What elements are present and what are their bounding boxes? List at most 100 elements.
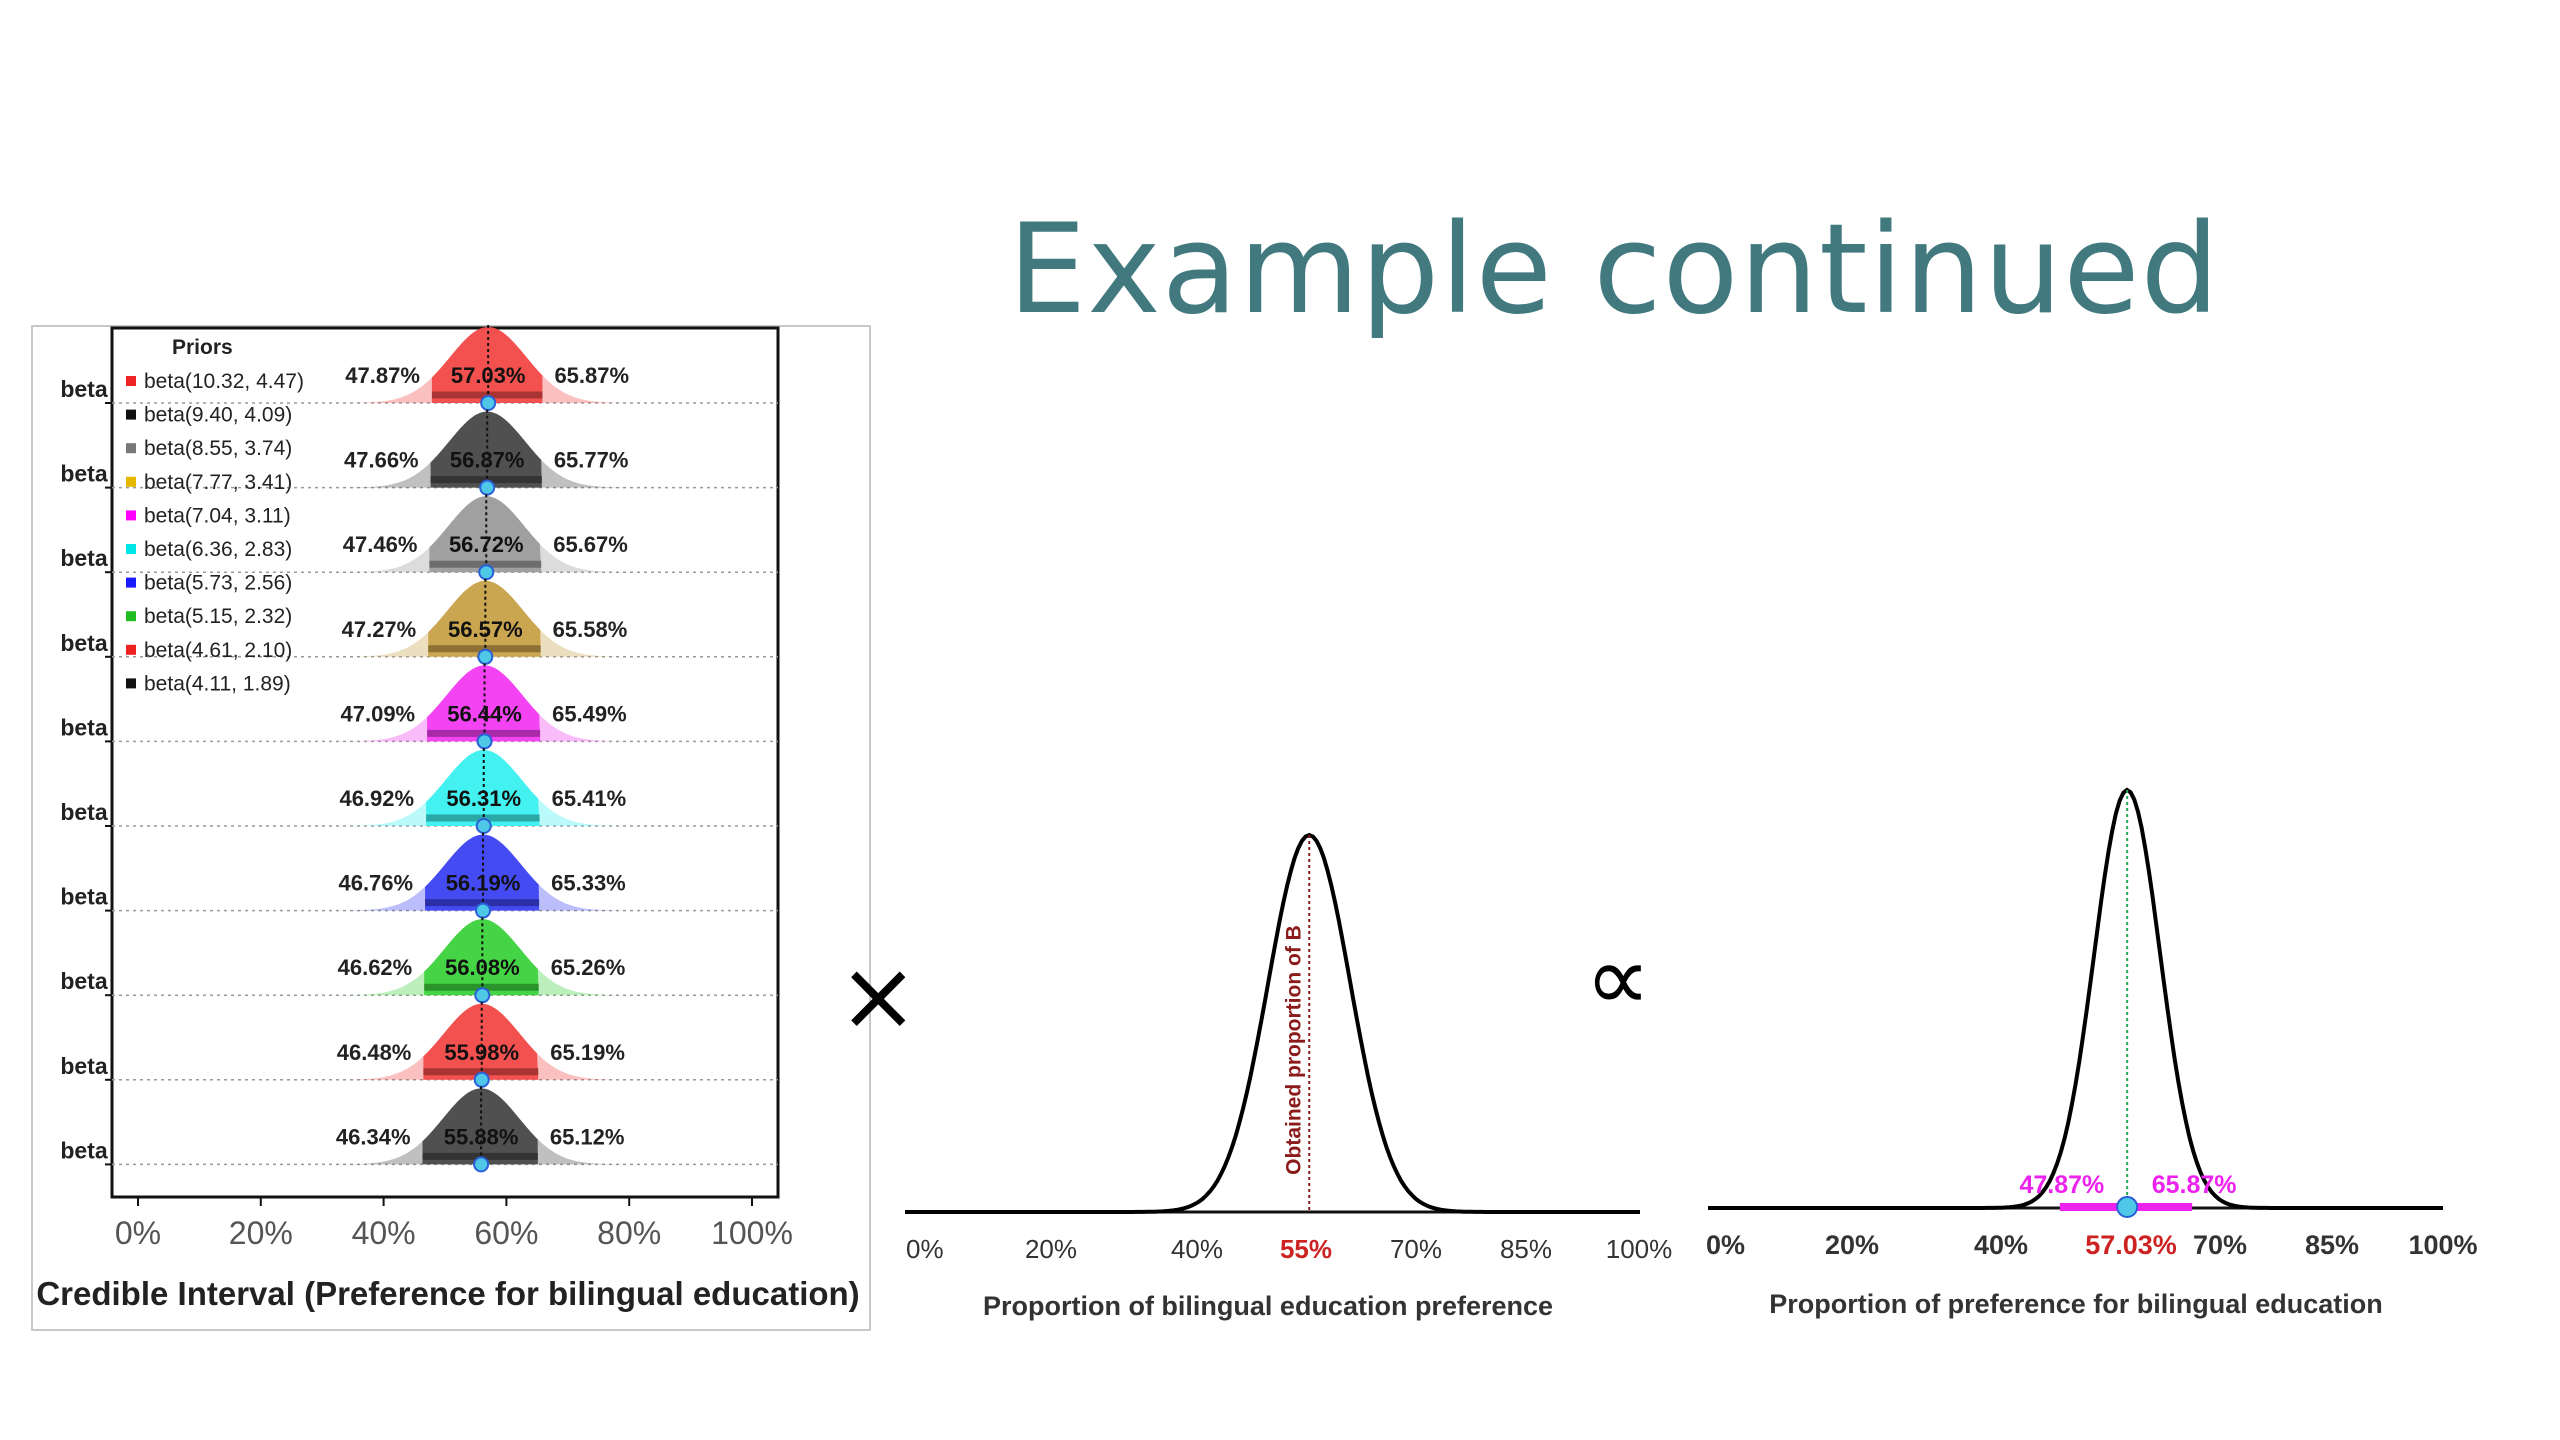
interval-upper-label: 65.87% bbox=[2152, 1171, 2237, 1199]
x-axis-title: Credible Interval (Preference for biling… bbox=[36, 1275, 859, 1312]
legend-entry: beta(5.15, 2.32) bbox=[144, 605, 292, 628]
upper-bound-label: 65.19% bbox=[550, 1040, 625, 1065]
x-axis-title: Proportion of preference for bilingual e… bbox=[1769, 1289, 2383, 1319]
x-tick-label: 60% bbox=[474, 1215, 538, 1251]
x-tick-label: 80% bbox=[597, 1215, 661, 1251]
lower-bound-label: 47.66% bbox=[344, 448, 419, 473]
legend-swatch bbox=[126, 476, 136, 487]
x-tick-label: 70% bbox=[1390, 1234, 1442, 1264]
legend-entry: beta(7.04, 3.11) bbox=[144, 504, 291, 527]
x-tick-label: 70% bbox=[2193, 1230, 2247, 1260]
density-interval bbox=[429, 496, 542, 573]
upper-bound-label: 65.12% bbox=[550, 1124, 625, 1149]
upper-bound-label: 65.26% bbox=[551, 955, 626, 980]
legend-swatch bbox=[126, 409, 136, 420]
mean-point bbox=[474, 987, 491, 1004]
upper-bound-label: 65.33% bbox=[551, 871, 626, 896]
mean-point bbox=[479, 479, 496, 496]
lower-bound-label: 46.34% bbox=[336, 1124, 411, 1149]
upper-bound-label: 65.41% bbox=[552, 786, 627, 811]
density-interval bbox=[426, 750, 540, 826]
legend-swatch bbox=[126, 510, 136, 521]
legend-entry: beta(4.61, 2.10) bbox=[144, 639, 292, 662]
mean-label: 56.31% bbox=[446, 786, 521, 811]
lower-bound-label: 46.48% bbox=[337, 1040, 412, 1065]
row-label: beta bbox=[60, 545, 108, 571]
legend-swatch bbox=[126, 544, 136, 554]
mean-label: 56.44% bbox=[447, 701, 522, 726]
upper-bound-label: 65.87% bbox=[554, 363, 629, 388]
legend-swatch bbox=[126, 443, 136, 454]
density-interval bbox=[425, 834, 540, 911]
slide-title: Example continued bbox=[1008, 198, 2221, 342]
row-label: beta bbox=[60, 376, 108, 402]
legend-entry: beta(9.40, 4.09) bbox=[144, 404, 292, 427]
upper-bound-label: 65.67% bbox=[553, 532, 628, 557]
mean-label: 56.72% bbox=[449, 532, 524, 557]
row-label: beta bbox=[60, 799, 108, 825]
row-label: beta bbox=[60, 630, 108, 656]
legend-title: Priors bbox=[172, 336, 233, 359]
mean-point bbox=[473, 1156, 490, 1173]
x-tick-label: 55% bbox=[1280, 1234, 1332, 1264]
x-tick-label: 100% bbox=[711, 1215, 793, 1251]
density-curve bbox=[905, 832, 1640, 1214]
legend-entry: beta(7.77, 3.41) bbox=[144, 471, 292, 494]
row-label: beta bbox=[60, 1053, 108, 1079]
mean-point bbox=[475, 818, 492, 834]
density-interval bbox=[430, 411, 542, 488]
x-tick-label: 20% bbox=[229, 1215, 293, 1251]
density-interval bbox=[424, 919, 539, 996]
x-tick-label: 40% bbox=[1974, 1230, 2028, 1260]
x-tick-label: 40% bbox=[352, 1215, 416, 1251]
posterior-mean-point bbox=[2116, 1196, 2139, 1218]
density-interval bbox=[423, 1003, 539, 1080]
x-tick-label: 0% bbox=[1706, 1230, 1745, 1260]
row-label: beta bbox=[60, 1137, 108, 1163]
density-interval bbox=[428, 580, 541, 657]
upper-bound-label: 65.58% bbox=[553, 617, 628, 642]
obtained-proportion-label: Obtained proportion of B bbox=[1282, 925, 1305, 1175]
legend-entry: beta(5.73, 2.56) bbox=[144, 572, 292, 595]
x-tick-label: 20% bbox=[1825, 1230, 1879, 1260]
lower-bound-label: 46.76% bbox=[338, 871, 413, 896]
legend-entry: beta(4.11, 1.89) bbox=[144, 672, 291, 695]
legend-swatch bbox=[126, 678, 136, 689]
upper-bound-label: 65.49% bbox=[552, 701, 627, 726]
mean-label: 57.03% bbox=[451, 363, 526, 388]
legend-entry: beta(8.55, 3.74) bbox=[144, 437, 292, 460]
mean-label: 56.19% bbox=[446, 871, 521, 896]
interval-lower-label: 47.87% bbox=[2019, 1171, 2104, 1199]
lower-bound-label: 47.87% bbox=[345, 363, 420, 388]
legend-swatch bbox=[126, 577, 136, 588]
row-label: beta bbox=[60, 714, 108, 740]
mean-label: 55.88% bbox=[444, 1124, 519, 1149]
proportional-operator: ∝ bbox=[1585, 925, 1651, 1032]
mean-label: 56.57% bbox=[448, 617, 523, 642]
mean-point bbox=[476, 733, 493, 750]
mean-label: 56.08% bbox=[445, 955, 520, 980]
x-tick-label: 20% bbox=[1025, 1234, 1077, 1264]
x-tick-label: 0% bbox=[115, 1215, 161, 1251]
x-tick-label: 40% bbox=[1171, 1234, 1223, 1264]
x-tick-label: 57.03% bbox=[2085, 1230, 2177, 1260]
legend-swatch bbox=[126, 611, 136, 622]
legend-swatch bbox=[126, 644, 136, 655]
lower-bound-label: 46.62% bbox=[338, 955, 413, 980]
x-axis-title: Proportion of bilingual education prefer… bbox=[983, 1291, 1553, 1321]
x-tick-label: 100% bbox=[2408, 1230, 2477, 1260]
mean-point bbox=[480, 395, 497, 411]
row-label: beta bbox=[60, 884, 108, 910]
mean-point bbox=[477, 648, 494, 665]
x-tick-label: 100% bbox=[1606, 1234, 1673, 1264]
row-label: beta bbox=[60, 461, 108, 487]
legend-entry: beta(10.32, 4.47) bbox=[144, 370, 304, 393]
row-label: beta bbox=[60, 968, 108, 994]
mean-point bbox=[475, 902, 492, 919]
mean-point bbox=[478, 564, 495, 581]
x-tick-label: 85% bbox=[2305, 1230, 2359, 1260]
density-curve bbox=[1708, 787, 2443, 1210]
density-interval bbox=[422, 1088, 538, 1165]
